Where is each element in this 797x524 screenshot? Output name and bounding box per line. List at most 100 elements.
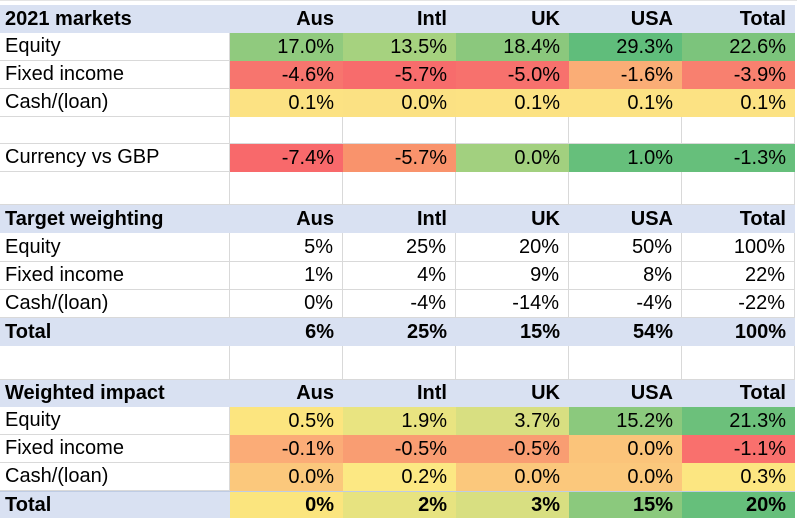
cell-currency-uk[interactable]: 0.0%: [456, 144, 569, 172]
row-label-total[interactable]: Total: [0, 491, 230, 518]
cell-target-cash-usa[interactable]: -4%: [569, 290, 682, 318]
header-intl[interactable]: Intl: [343, 380, 456, 407]
cell-markets-cash-uk[interactable]: 0.1%: [456, 89, 569, 117]
empty-cell[interactable]: [0, 172, 230, 205]
cell-markets-equity-uk[interactable]: 18.4%: [456, 33, 569, 61]
empty-cell[interactable]: [343, 172, 456, 205]
cell-markets-fixed-intl[interactable]: -5.7%: [343, 61, 456, 89]
cell-markets-cash-usa[interactable]: 0.1%: [569, 89, 682, 117]
cell-target-equity-usa[interactable]: 50%: [569, 233, 682, 262]
header-total[interactable]: Total: [682, 380, 795, 407]
header-aus[interactable]: Aus: [230, 205, 343, 233]
cell-target-cash-uk[interactable]: -14%: [456, 290, 569, 318]
row-label-fixed-income[interactable]: Fixed income: [0, 61, 230, 89]
row-label-fixed-income[interactable]: Fixed income: [0, 435, 230, 463]
header-usa[interactable]: USA: [569, 380, 682, 407]
cell-impact-fixed-total[interactable]: -1.1%: [682, 435, 795, 463]
section-title-target-weighting[interactable]: Target weighting: [0, 205, 230, 233]
cell-target-cash-total[interactable]: -22%: [682, 290, 795, 318]
cell-currency-usa[interactable]: 1.0%: [569, 144, 682, 172]
cell-currency-aus[interactable]: -7.4%: [230, 144, 343, 172]
cell-target-total-aus[interactable]: 6%: [230, 318, 343, 346]
empty-cell[interactable]: [456, 172, 569, 205]
cell-target-equity-total[interactable]: 100%: [682, 233, 795, 262]
cell-impact-cash-total[interactable]: 0.3%: [682, 463, 795, 491]
empty-cell[interactable]: [569, 346, 682, 380]
cell-markets-cash-total[interactable]: 0.1%: [682, 89, 795, 117]
empty-cell[interactable]: [343, 117, 456, 144]
cell-impact-fixed-aus[interactable]: -0.1%: [230, 435, 343, 463]
cell-impact-equity-usa[interactable]: 15.2%: [569, 407, 682, 435]
cell-impact-fixed-uk[interactable]: -0.5%: [456, 435, 569, 463]
cell-impact-equity-aus[interactable]: 0.5%: [230, 407, 343, 435]
cell-impact-total-intl[interactable]: 2%: [343, 491, 456, 518]
row-label-cash[interactable]: Cash/(loan): [0, 290, 230, 318]
cell-target-total-total[interactable]: 100%: [682, 318, 795, 346]
cell-currency-total[interactable]: -1.3%: [682, 144, 795, 172]
cell-target-cash-aus[interactable]: 0%: [230, 290, 343, 318]
cell-impact-fixed-usa[interactable]: 0.0%: [569, 435, 682, 463]
cell-target-cash-intl[interactable]: -4%: [343, 290, 456, 318]
header-uk[interactable]: UK: [456, 380, 569, 407]
cell-target-equity-aus[interactable]: 5%: [230, 233, 343, 262]
cell-impact-equity-total[interactable]: 21.3%: [682, 407, 795, 435]
cell-target-fixed-usa[interactable]: 8%: [569, 262, 682, 290]
cell-impact-cash-uk[interactable]: 0.0%: [456, 463, 569, 491]
cell-target-total-usa[interactable]: 54%: [569, 318, 682, 346]
empty-cell[interactable]: [682, 346, 795, 380]
cell-markets-fixed-usa[interactable]: -1.6%: [569, 61, 682, 89]
cell-markets-equity-total[interactable]: 22.6%: [682, 33, 795, 61]
row-label-cash[interactable]: Cash/(loan): [0, 463, 230, 491]
row-label-equity[interactable]: Equity: [0, 407, 230, 435]
cell-markets-cash-aus[interactable]: 0.1%: [230, 89, 343, 117]
empty-cell[interactable]: [682, 172, 795, 205]
cell-target-equity-intl[interactable]: 25%: [343, 233, 456, 262]
cell-target-total-uk[interactable]: 15%: [456, 318, 569, 346]
cell-impact-total-uk[interactable]: 3%: [456, 491, 569, 518]
cell-markets-equity-intl[interactable]: 13.5%: [343, 33, 456, 61]
row-label-total[interactable]: Total: [0, 318, 230, 346]
cell-impact-total-aus[interactable]: 0%: [230, 491, 343, 518]
header-total[interactable]: Total: [682, 5, 795, 33]
cell-impact-cash-intl[interactable]: 0.2%: [343, 463, 456, 491]
header-uk[interactable]: UK: [456, 5, 569, 33]
cell-target-fixed-aus[interactable]: 1%: [230, 262, 343, 290]
row-label-equity[interactable]: Equity: [0, 233, 230, 262]
cell-target-fixed-uk[interactable]: 9%: [456, 262, 569, 290]
cell-impact-total-usa[interactable]: 15%: [569, 491, 682, 518]
cell-impact-cash-aus[interactable]: 0.0%: [230, 463, 343, 491]
cell-currency-intl[interactable]: -5.7%: [343, 144, 456, 172]
cell-target-fixed-total[interactable]: 22%: [682, 262, 795, 290]
cell-impact-fixed-intl[interactable]: -0.5%: [343, 435, 456, 463]
section-title-2021-markets[interactable]: 2021 markets: [0, 5, 230, 33]
header-aus[interactable]: Aus: [230, 5, 343, 33]
cell-impact-total-total[interactable]: 20%: [682, 491, 795, 518]
row-label-currency[interactable]: Currency vs GBP: [0, 144, 230, 172]
cell-target-total-intl[interactable]: 25%: [343, 318, 456, 346]
empty-cell[interactable]: [456, 117, 569, 144]
empty-cell[interactable]: [456, 346, 569, 380]
row-label-cash[interactable]: Cash/(loan): [0, 89, 230, 117]
row-label-equity[interactable]: Equity: [0, 33, 230, 61]
header-aus[interactable]: Aus: [230, 380, 343, 407]
cell-markets-fixed-uk[interactable]: -5.0%: [456, 61, 569, 89]
empty-cell[interactable]: [343, 346, 456, 380]
empty-cell[interactable]: [569, 117, 682, 144]
empty-cell[interactable]: [0, 346, 230, 380]
cell-markets-equity-usa[interactable]: 29.3%: [569, 33, 682, 61]
cell-markets-cash-intl[interactable]: 0.0%: [343, 89, 456, 117]
empty-cell[interactable]: [682, 117, 795, 144]
header-uk[interactable]: UK: [456, 205, 569, 233]
cell-markets-fixed-total[interactable]: -3.9%: [682, 61, 795, 89]
cell-markets-equity-aus[interactable]: 17.0%: [230, 33, 343, 61]
header-total[interactable]: Total: [682, 205, 795, 233]
empty-cell[interactable]: [0, 117, 230, 144]
row-label-fixed-income[interactable]: Fixed income: [0, 262, 230, 290]
empty-cell[interactable]: [569, 172, 682, 205]
cell-impact-cash-usa[interactable]: 0.0%: [569, 463, 682, 491]
header-usa[interactable]: USA: [569, 5, 682, 33]
cell-impact-equity-intl[interactable]: 1.9%: [343, 407, 456, 435]
empty-cell[interactable]: [230, 172, 343, 205]
header-usa[interactable]: USA: [569, 205, 682, 233]
cell-markets-fixed-aus[interactable]: -4.6%: [230, 61, 343, 89]
